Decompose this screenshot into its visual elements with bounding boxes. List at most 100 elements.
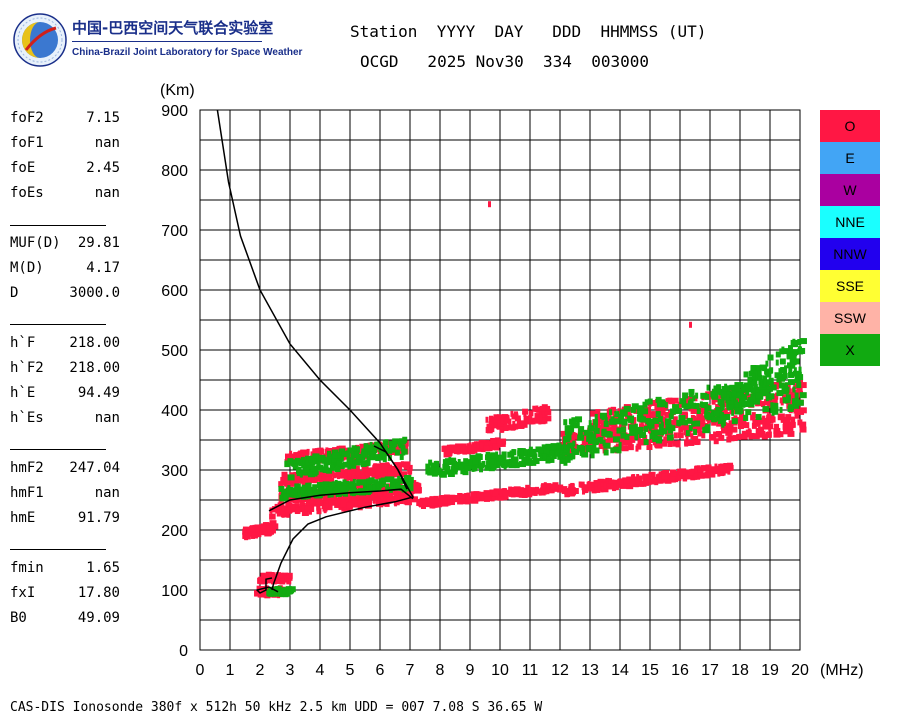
- echo-mark-x: [784, 365, 788, 372]
- echo-mark-o: [431, 502, 435, 509]
- echo-mark-x: [281, 488, 287, 495]
- echo-mark-x: [478, 466, 483, 473]
- echo-mark-o: [322, 478, 327, 485]
- echo-mark-o: [770, 417, 774, 424]
- echo-mark-o: [799, 382, 807, 389]
- echo-mark-x: [643, 439, 649, 446]
- echo-mark-o: [636, 474, 640, 481]
- echo-mark-x: [274, 586, 281, 593]
- legend-label: NNE: [835, 214, 865, 230]
- echo-mark-x: [726, 404, 734, 411]
- echo-mark-x: [794, 402, 800, 409]
- x-tick-label: 20: [791, 662, 809, 679]
- echo-mark-o: [285, 481, 290, 488]
- echo-mark-o: [639, 480, 647, 487]
- echo-mark-x: [464, 465, 472, 472]
- echo-mark-o: [499, 426, 504, 433]
- echo-mark-o: [452, 494, 460, 501]
- echo-mark-x: [545, 456, 551, 463]
- echo-mark-o: [343, 469, 348, 476]
- echo-mark-o: [403, 494, 407, 501]
- param-fof2: foF2 7.15: [10, 110, 120, 130]
- echo-mark-o: [302, 480, 306, 487]
- echo-mark-o: [322, 472, 326, 479]
- echo-mark-x: [403, 475, 408, 482]
- echo-mark-o: [368, 499, 372, 506]
- y-axis-label: (Km): [160, 82, 195, 99]
- param-value: 94.49: [77, 385, 120, 401]
- echo-mark-o: [298, 506, 305, 513]
- echo-mark-o: [412, 496, 419, 503]
- echo-mark-o: [696, 411, 701, 418]
- echo-mark-o: [585, 440, 589, 447]
- echo-mark-o: [537, 488, 544, 495]
- echo-mark-o: [782, 428, 789, 435]
- echo-mark-o: [264, 530, 272, 537]
- echo-mark-x: [341, 451, 347, 458]
- echo-mark-o: [255, 528, 260, 535]
- echo-mark-x: [360, 461, 367, 468]
- echo-mark-o: [650, 399, 658, 406]
- echo-mark-o: [272, 506, 280, 513]
- echo-mark-o: [799, 426, 807, 433]
- param-hes: h`Es nan: [10, 410, 120, 430]
- echo-mark-o: [608, 480, 613, 487]
- echo-mark-o: [363, 472, 369, 479]
- echo-mark-x: [682, 392, 689, 399]
- echo-mark-o: [364, 502, 372, 509]
- echo-mark-x: [298, 486, 305, 493]
- echo-mark-x: [688, 424, 693, 431]
- param-b0: B0 49.09: [10, 610, 120, 630]
- param-value: 4.17: [86, 260, 120, 276]
- echo-mark-o: [683, 395, 691, 402]
- echo-mark-o: [711, 419, 717, 426]
- echo-mark-x: [335, 455, 342, 462]
- echo-mark-x: [390, 441, 397, 448]
- echo-mark-o: [790, 416, 795, 423]
- y-tick-label: 600: [161, 283, 188, 300]
- echo-mark-x: [449, 469, 455, 476]
- echo-mark-o: [768, 402, 772, 409]
- param-divider: [10, 449, 106, 450]
- echo-mark-o: [502, 424, 510, 431]
- echo-mark-o: [703, 472, 710, 479]
- echo-mark-x: [705, 424, 711, 431]
- echo-mark-x: [296, 459, 303, 466]
- x-tick-label: 18: [731, 662, 749, 679]
- echo-mark-x: [717, 417, 724, 424]
- echo-mark-o: [660, 409, 666, 416]
- echo-mark-o: [323, 502, 329, 509]
- echo-mark-o: [697, 430, 704, 437]
- echo-mark-x: [721, 385, 728, 392]
- echo-mark-x: [475, 462, 479, 469]
- echo-mark-x: [772, 384, 777, 391]
- echo-mark-o: [540, 484, 547, 491]
- echo-mark-x: [739, 381, 744, 388]
- param-mufd: MUF(D) 29.81: [10, 235, 120, 255]
- echo-mark-o: [514, 423, 519, 430]
- echo-mark-x: [532, 455, 537, 462]
- echo-mark-x: [384, 476, 392, 483]
- echo-mark-o: [497, 494, 504, 501]
- echo-mark-x: [434, 467, 439, 474]
- echo-mark-o: [693, 415, 697, 422]
- echo-mark-o: [560, 430, 566, 437]
- echo-mark-o: [632, 436, 636, 443]
- echo-mark-o: [345, 493, 352, 500]
- echo-mark-x: [401, 486, 407, 493]
- echo-mark-x: [738, 407, 744, 414]
- echo-mark-o: [747, 429, 751, 436]
- echo-mark-o: [644, 476, 652, 483]
- x-tick-label: 2: [256, 662, 265, 679]
- x-tick-label: 5: [346, 662, 355, 679]
- echo-mark-x: [706, 384, 710, 391]
- echo-mark-o: [536, 406, 542, 413]
- echo-mark-o: [664, 411, 672, 418]
- echo-mark-o: [623, 477, 630, 484]
- echo-mark-x: [439, 471, 447, 478]
- echo-mark-o: [687, 469, 695, 476]
- echo-mark-x: [757, 370, 762, 377]
- echo-mark-o: [617, 408, 622, 415]
- param-fof1: foF1 nan: [10, 135, 120, 155]
- echo-mark-x: [317, 483, 322, 490]
